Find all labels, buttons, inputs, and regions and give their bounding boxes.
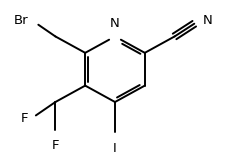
Text: N: N [202,14,212,27]
Text: Br: Br [14,14,28,27]
Text: F: F [52,139,59,152]
Text: I: I [113,142,116,155]
Text: N: N [110,18,119,30]
Text: F: F [21,112,28,125]
